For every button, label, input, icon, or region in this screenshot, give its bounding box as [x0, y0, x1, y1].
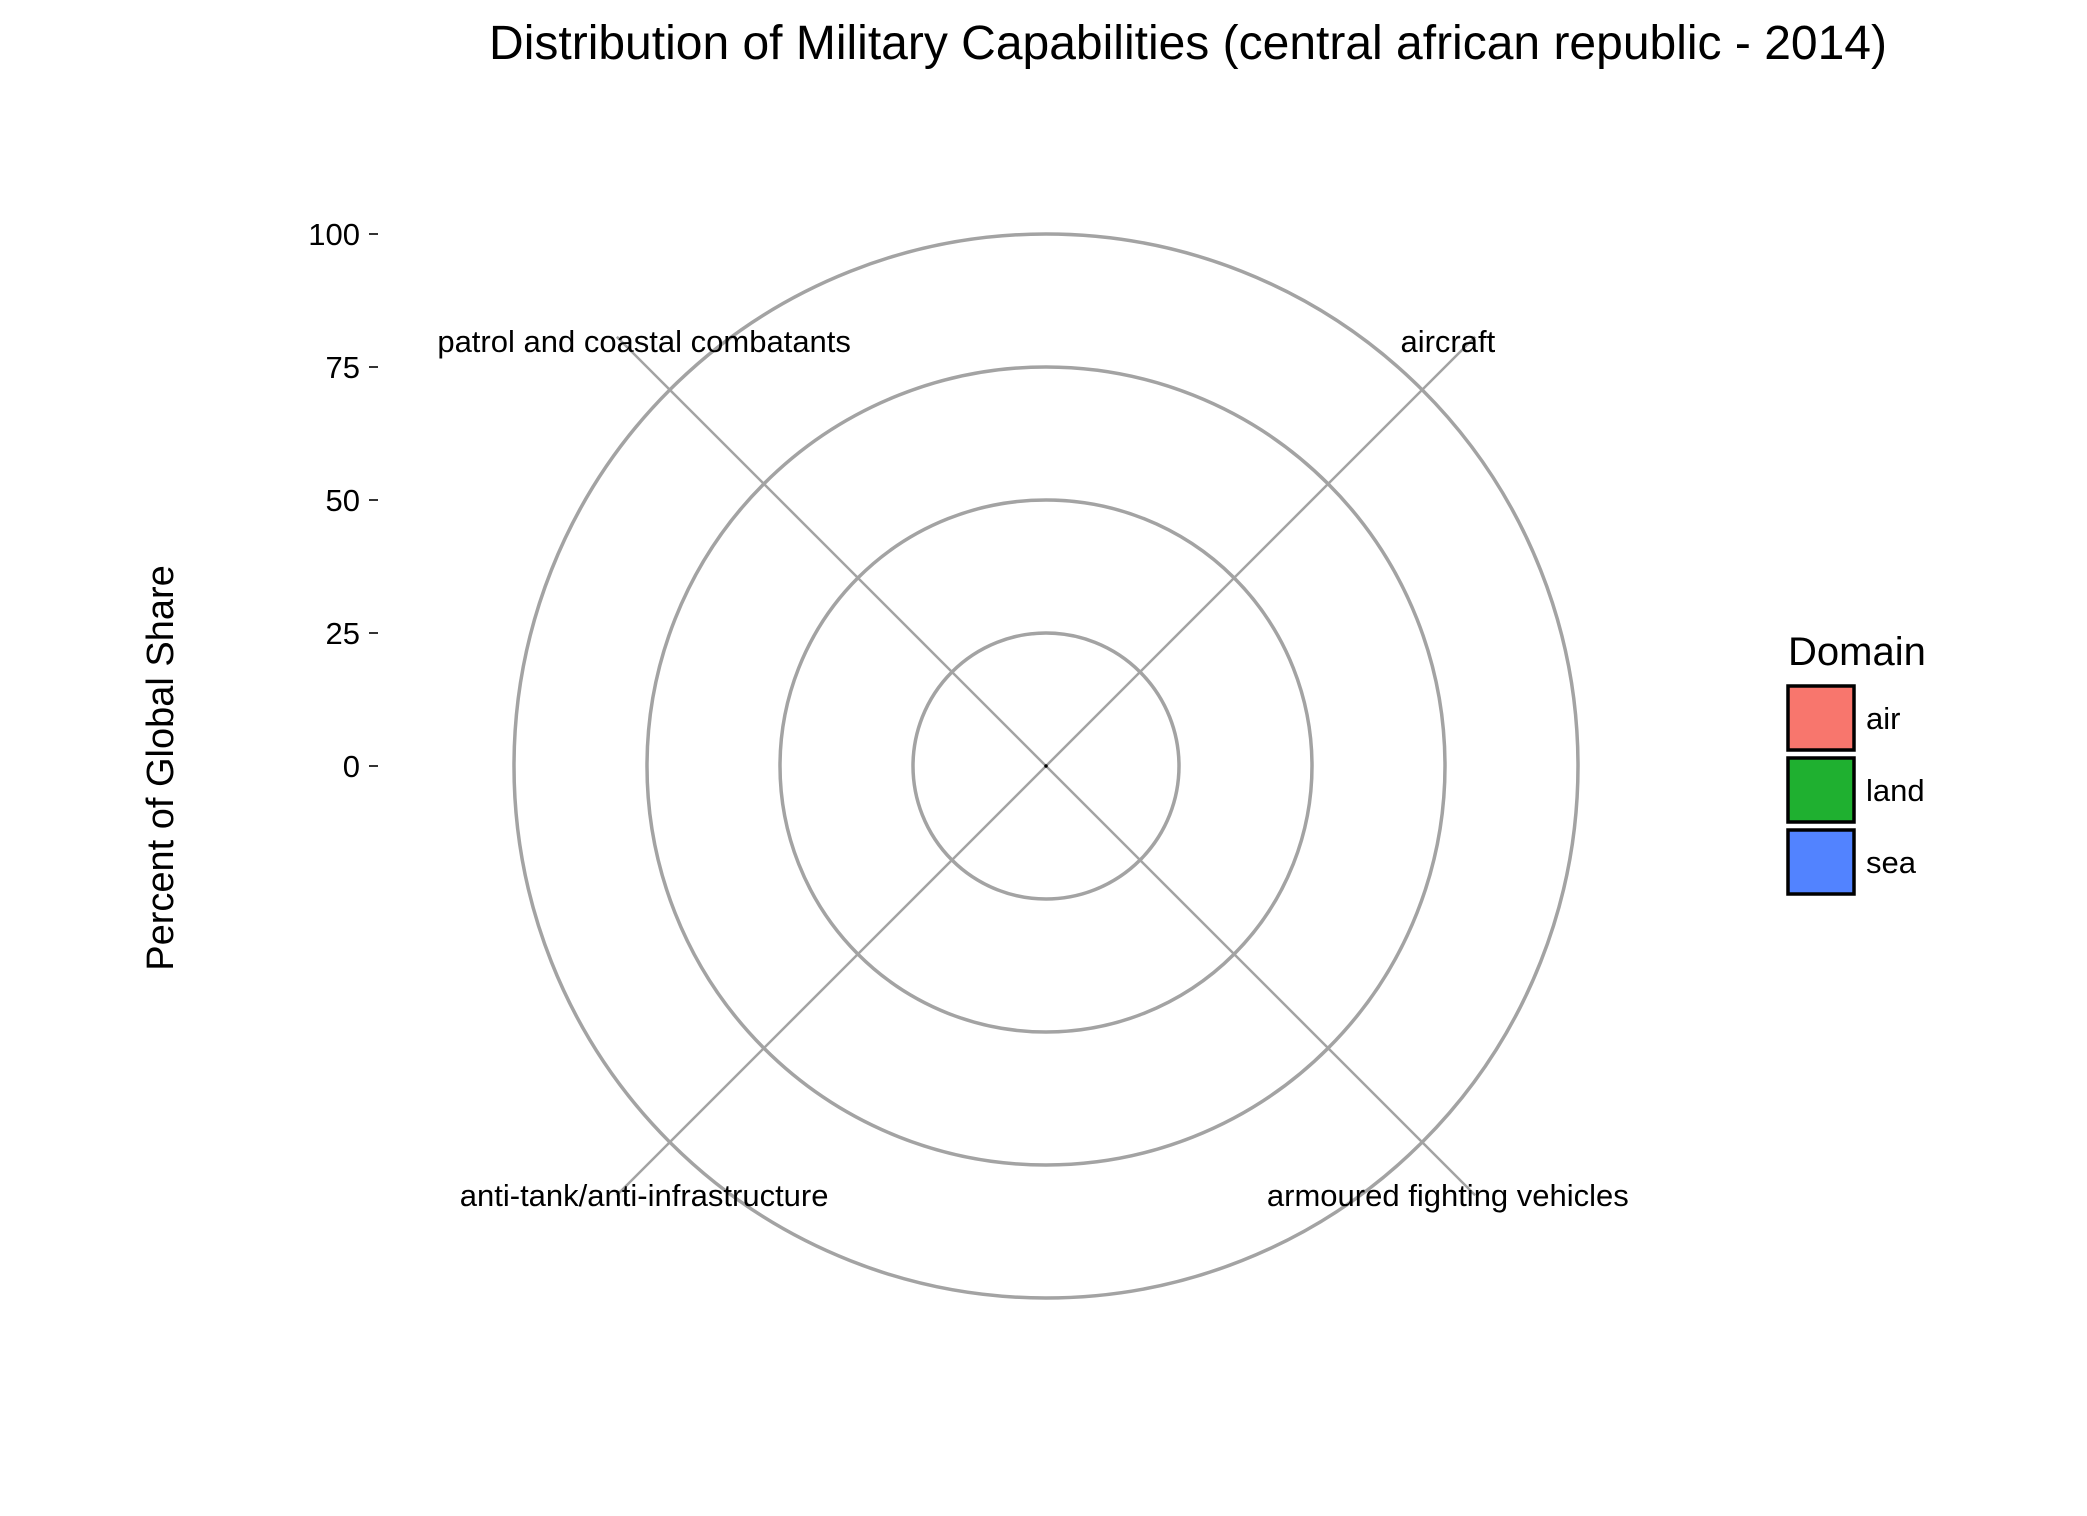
grid-ring-100: [512, 232, 1580, 1300]
legend-label-land: land: [1866, 773, 1925, 808]
legend-label-sea: sea: [1866, 845, 1917, 880]
legend-swatch-sea: [1786, 828, 1856, 896]
legend-label-air: air: [1866, 701, 1900, 736]
spoke-1: [1045, 765, 1477, 1197]
bar-patrol-and-coastal-combatants: [1044, 764, 1048, 768]
chart-title: Distribution of Military Capabilities (c…: [489, 17, 1887, 70]
category-label-0: aircraft: [1400, 324, 1495, 359]
legend-items: air land sea: [1786, 684, 1925, 896]
grid-ring-75: [645, 365, 1447, 1167]
legend-swatch-land: [1786, 756, 1856, 824]
category-label-2: anti-tank/anti-infrastructure: [460, 1178, 829, 1213]
category-label-3: patrol and coastal combatants: [437, 324, 851, 359]
spoke-3: [615, 335, 1047, 767]
y-axis-title: Percent of Global Share: [140, 565, 182, 971]
legend-swatch-air: [1786, 684, 1856, 752]
y-tick-label-0: 0: [343, 749, 360, 784]
y-tick-label-75: 75: [326, 350, 360, 385]
y-tick-label-100: 100: [308, 217, 360, 252]
spoke-2: [615, 765, 1047, 1197]
category-labels: aircraft armoured fighting vehicles anti-t…: [437, 324, 1628, 1213]
legend-title: Domain: [1788, 630, 1926, 674]
radial-axis: 0 25 50 75 100: [308, 217, 378, 784]
grid-ring-50: [778, 498, 1314, 1034]
polar-grid: [512, 232, 1580, 1300]
legend: Domain air land sea: [1786, 630, 1926, 896]
category-label-1: armoured fighting vehicles: [1267, 1178, 1629, 1213]
y-tick-label-25: 25: [326, 616, 360, 651]
spoke-0: [1045, 335, 1477, 767]
data-bars: [1044, 764, 1048, 768]
y-tick-label-50: 50: [326, 483, 360, 518]
grid-ring-25: [911, 631, 1181, 901]
